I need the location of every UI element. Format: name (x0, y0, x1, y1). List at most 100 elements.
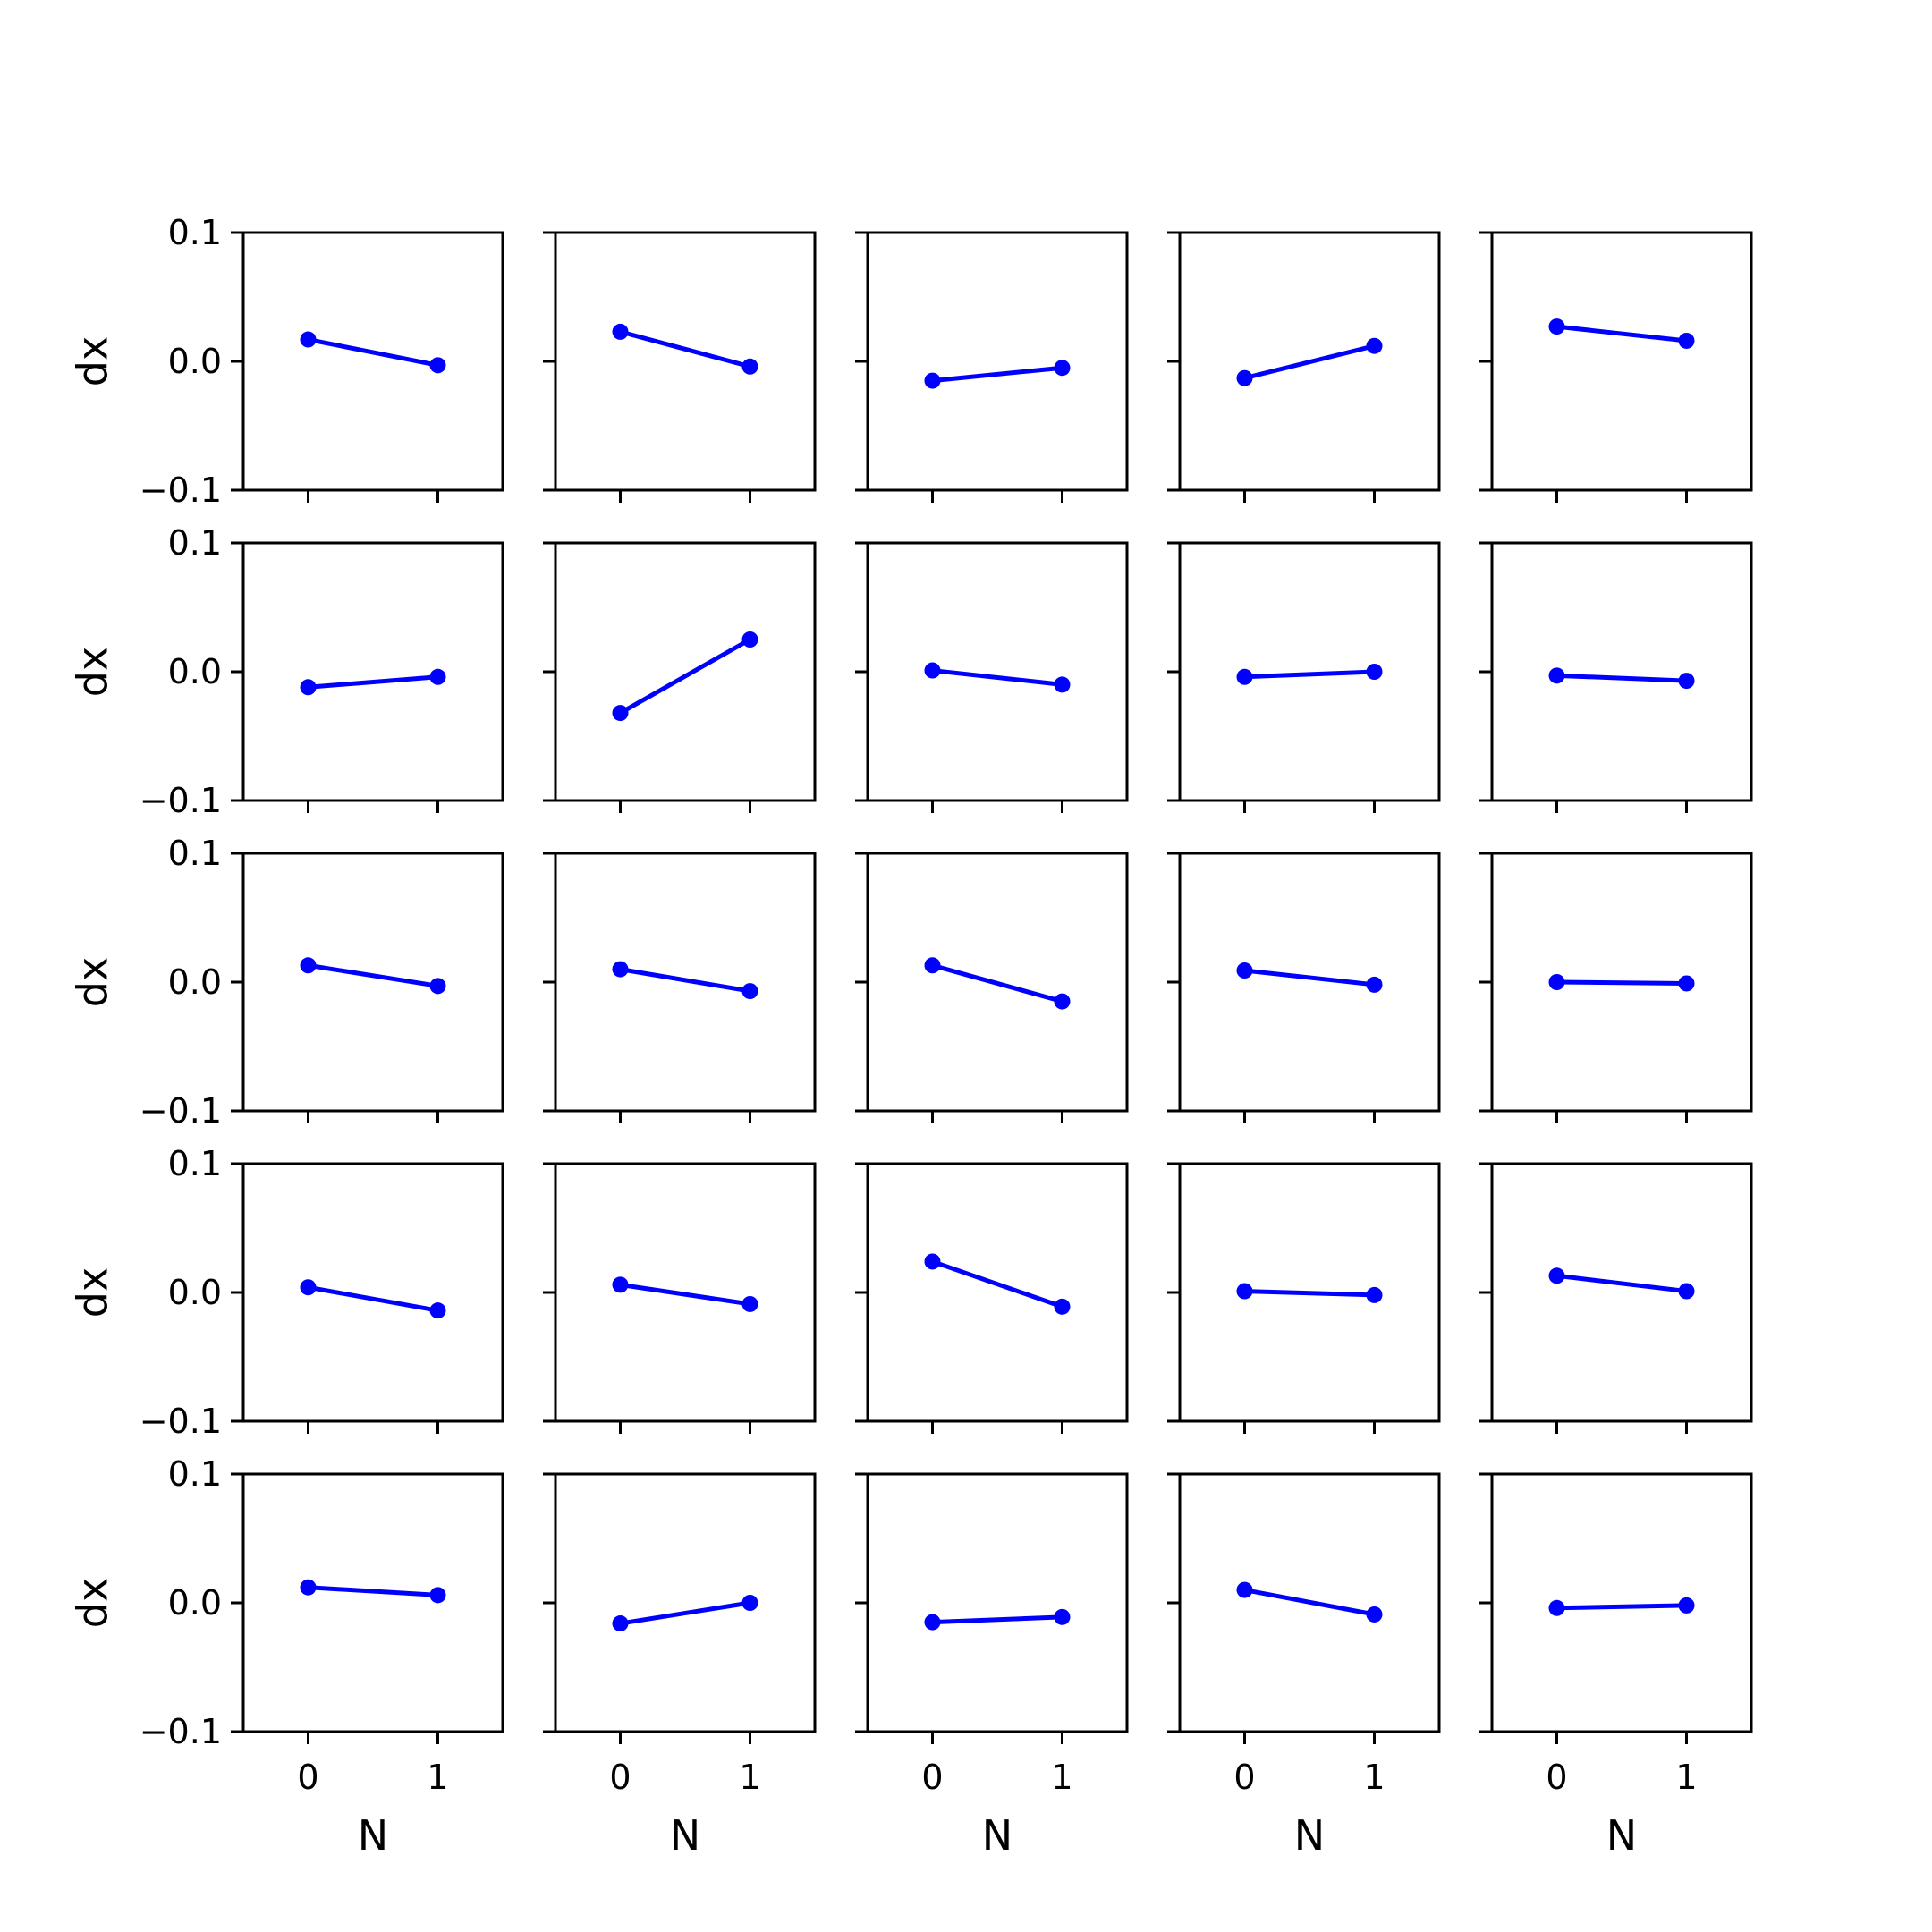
data-point (612, 961, 629, 978)
axes-frame (1490, 1162, 1753, 1423)
subplot-r4-c3 (855, 1162, 1129, 1434)
data-point (300, 957, 317, 974)
y-tick-label: 0.0 (168, 342, 222, 381)
data-point (1236, 1581, 1253, 1598)
x-axis-label: N (982, 1811, 1013, 1860)
subplot-r3-c4 (1167, 852, 1441, 1123)
subplot-r4-c2 (543, 1162, 817, 1434)
subplot-r4-c1: 0.1 0.0 −0.1 dx (69, 1144, 504, 1441)
data-point (741, 983, 758, 1000)
x-tick-label: 0 (609, 1758, 631, 1797)
data-point (1236, 962, 1253, 979)
series-line (931, 962, 1063, 1004)
data-point (1366, 976, 1383, 993)
subplot-r2-c3 (855, 541, 1129, 813)
data-point (429, 357, 446, 374)
series-line (619, 329, 751, 369)
y-tick-label: −0.1 (140, 781, 222, 820)
data-point (1678, 1597, 1695, 1614)
data-point (300, 1579, 317, 1596)
subplot-r4-c5 (1479, 1162, 1753, 1434)
x-tick-label: 0 (1546, 1758, 1567, 1797)
subplot-r5-c3: 0 1N (855, 1472, 1129, 1860)
x-axis-label: N (358, 1811, 388, 1860)
series-line (308, 1585, 438, 1597)
data-point (1548, 1267, 1565, 1284)
data-point (1678, 673, 1695, 690)
axes-frame (242, 541, 504, 802)
y-tick-label: 0.1 (168, 213, 222, 252)
series-line (932, 668, 1063, 687)
data-point (741, 1295, 758, 1312)
data-point (429, 1302, 446, 1319)
x-tick-label: 1 (1051, 1758, 1072, 1797)
axes-frame (554, 541, 817, 802)
series-line (1244, 669, 1375, 680)
series-line (620, 967, 750, 994)
data-point (1236, 369, 1253, 386)
y-tick-label: −0.1 (140, 1091, 222, 1131)
series-line (932, 1614, 1063, 1625)
series-line (1244, 968, 1375, 987)
data-point (300, 331, 317, 348)
x-tick-label: 1 (1363, 1758, 1385, 1797)
y-tick-label: 0.0 (168, 1273, 222, 1312)
axes-frame (1178, 852, 1441, 1113)
axes-frame (866, 541, 1129, 802)
axes-frame (242, 852, 504, 1113)
y-tick-label: 0.1 (168, 523, 222, 563)
data-point (924, 1614, 941, 1631)
axes-frame (1490, 231, 1753, 492)
data-point (924, 662, 941, 679)
x-tick-label: 1 (427, 1758, 448, 1797)
y-tick-label: 0.1 (168, 834, 222, 873)
series-line (308, 674, 438, 690)
series-line (308, 1284, 438, 1313)
y-tick-label: −0.1 (140, 470, 222, 510)
x-axis-label: N (670, 1811, 700, 1860)
data-point (1548, 1599, 1565, 1616)
data-point (1366, 337, 1383, 354)
subplot-r3-c1: 0.1 0.0 −0.1 dx (69, 834, 504, 1131)
subplot-r1-c2 (543, 231, 817, 503)
axes-frame (866, 1162, 1129, 1423)
series-line (308, 962, 438, 988)
series-line (1556, 324, 1687, 343)
data-point (612, 705, 629, 722)
series-line (1556, 979, 1687, 986)
subplot-r5-c1: 0.1 0.0 −0.1 0 1 dx N (69, 1454, 504, 1860)
y-tick-label: 0.0 (168, 652, 222, 691)
series-line (931, 1259, 1063, 1309)
data-point (1548, 318, 1565, 335)
data-point (429, 978, 446, 995)
data-point (429, 668, 446, 685)
y-tick-label: 0.1 (168, 1144, 222, 1183)
data-point (1678, 975, 1695, 992)
data-point (1054, 360, 1071, 377)
data-point (429, 1587, 446, 1604)
data-point (1236, 668, 1253, 685)
subplot-r3-c2 (543, 852, 817, 1123)
series-line (620, 1600, 750, 1626)
data-point (1678, 1283, 1695, 1300)
data-point (1548, 667, 1565, 684)
axes-frame (242, 231, 504, 492)
subplot-r1-c1: 0.1 0.0 −0.1 dx (69, 213, 504, 510)
data-point (1054, 993, 1071, 1010)
subplot-r1-c3 (855, 231, 1129, 503)
data-point (1366, 1606, 1383, 1623)
subplot-r2-c4 (1167, 541, 1441, 813)
axes-frame (242, 1472, 504, 1733)
data-point (1678, 332, 1695, 349)
y-axis-label: dx (69, 957, 117, 1007)
x-tick-label: 0 (921, 1758, 943, 1797)
x-tick-label: 1 (1675, 1758, 1697, 1797)
y-axis-label: dx (69, 1267, 117, 1318)
data-point (1548, 974, 1565, 990)
data-point (741, 1595, 758, 1611)
axes-frame (554, 231, 817, 492)
series-line (1243, 343, 1376, 381)
y-tick-label: 0.0 (168, 1583, 222, 1623)
y-tick-label: −0.1 (140, 1712, 222, 1751)
